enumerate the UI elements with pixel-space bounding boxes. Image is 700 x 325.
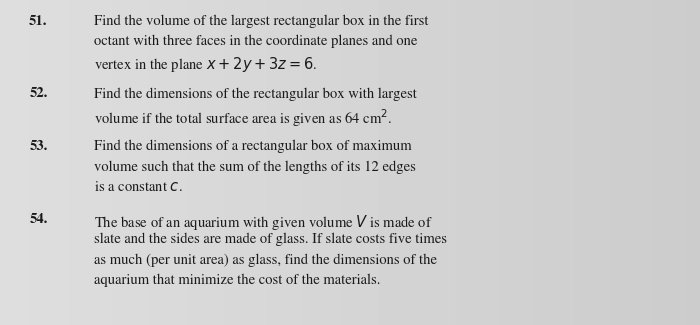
Text: volume such that the sum of the lengths of its 12 edges: volume such that the sum of the lengths … <box>94 160 416 174</box>
Text: Find the dimensions of a rectangular box of maximum: Find the dimensions of a rectangular box… <box>94 140 412 153</box>
Text: vertex in the plane $x + 2y + 3z = 6$.: vertex in the plane $x + 2y + 3z = 6$. <box>94 55 318 74</box>
Text: volume if the total surface area is given as 64 cm$^2$.: volume if the total surface area is give… <box>94 108 393 129</box>
Text: 54.: 54. <box>29 213 48 226</box>
Text: 53.: 53. <box>29 140 48 153</box>
Text: aquarium that minimize the cost of the materials.: aquarium that minimize the cost of the m… <box>94 273 381 287</box>
Text: 51.: 51. <box>29 15 48 28</box>
Text: is a constant $c$.: is a constant $c$. <box>94 180 183 194</box>
Text: The base of an aquarium with given volume $V$ is made of: The base of an aquarium with given volum… <box>94 213 433 232</box>
Text: octant with three faces in the coordinate planes and one: octant with three faces in the coordinat… <box>94 35 418 48</box>
Text: slate and the sides are made of glass. If slate costs five times: slate and the sides are made of glass. I… <box>94 233 447 246</box>
Text: 52.: 52. <box>29 87 48 100</box>
Text: as much (per unit area) as glass, find the dimensions of the: as much (per unit area) as glass, find t… <box>94 253 438 266</box>
Text: Find the volume of the largest rectangular box in the first: Find the volume of the largest rectangul… <box>94 15 429 28</box>
Text: Find the dimensions of the rectangular box with largest: Find the dimensions of the rectangular b… <box>94 87 417 101</box>
